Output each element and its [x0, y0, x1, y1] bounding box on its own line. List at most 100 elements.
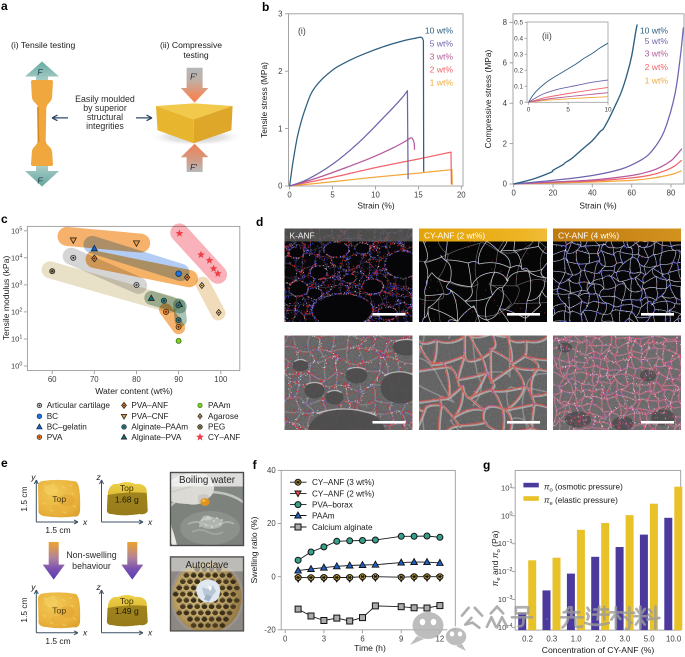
svg-text:3 wt%: 3 wt%	[645, 49, 669, 59]
svg-text:PVA–CNF: PVA–CNF	[131, 412, 168, 421]
svg-text:(ii) Compressive: (ii) Compressive	[160, 40, 222, 50]
svg-text:Alginate–PAAm: Alginate–PAAm	[131, 423, 188, 432]
svg-text:12: 12	[436, 634, 445, 643]
svg-text:PAAm: PAAm	[208, 401, 231, 410]
svg-text:80: 80	[132, 375, 141, 384]
svg-text:Concentration of CY-ANF (%): Concentration of CY-ANF (%)	[542, 645, 655, 655]
svg-text:Water content (wt%): Water content (wt%)	[95, 386, 173, 396]
svg-text:6: 6	[503, 59, 507, 68]
svg-text:0.4: 0.4	[514, 36, 523, 43]
svg-text:0: 0	[287, 191, 292, 200]
svg-text:5: 5	[330, 191, 335, 200]
svg-text:0: 0	[527, 106, 531, 113]
svg-text:5 wt%: 5 wt%	[430, 39, 454, 49]
svg-text:0: 0	[503, 180, 508, 189]
svg-text:1: 1	[278, 124, 282, 133]
svg-text:102: 102	[11, 307, 22, 316]
svg-text:15: 15	[414, 191, 423, 200]
svg-text:Articular cartilage: Articular cartilage	[47, 401, 111, 410]
svg-text:1.5 cm: 1.5 cm	[45, 525, 70, 535]
svg-text:60: 60	[48, 375, 57, 384]
svg-text:behaviour: behaviour	[72, 561, 111, 571]
svg-text:0.3: 0.3	[514, 52, 523, 59]
svg-text:1.5 cm: 1.5 cm	[19, 597, 29, 622]
svg-text:1 wt%: 1 wt%	[645, 76, 669, 86]
svg-text:100: 100	[501, 511, 512, 520]
svg-text:z: z	[96, 582, 102, 592]
svg-text:x: x	[82, 628, 88, 638]
svg-text:3.0: 3.0	[619, 635, 631, 644]
svg-text:1.68 g: 1.68 g	[115, 495, 139, 505]
svg-text:z: z	[96, 472, 102, 482]
svg-text:101: 101	[501, 483, 512, 492]
svg-text:Tensile modulus (kPa): Tensile modulus (kPa)	[1, 256, 11, 341]
svg-text:BC–gelatin: BC–gelatin	[47, 423, 88, 432]
svg-text:f: f	[253, 458, 258, 472]
svg-text:integrities: integrities	[86, 121, 124, 131]
svg-text:Tensile stress (MPa): Tensile stress (MPa)	[259, 62, 269, 138]
svg-text:CY-ANF (4 wt%): CY-ANF (4 wt%)	[558, 230, 619, 240]
svg-text:Non-swelling: Non-swelling	[66, 550, 116, 560]
svg-text:Calcium alginate: Calcium alginate	[312, 523, 373, 532]
svg-text:1.5 cm: 1.5 cm	[19, 486, 29, 511]
svg-text:Top: Top	[52, 605, 66, 615]
svg-text:Alginate–PVA: Alginate–PVA	[131, 433, 181, 442]
svg-text:8: 8	[503, 18, 507, 27]
svg-text:y: y	[30, 582, 36, 592]
svg-text:Easily moulded: Easily moulded	[75, 94, 135, 104]
svg-text:1.5 cm: 1.5 cm	[45, 636, 70, 646]
svg-text:4: 4	[503, 99, 508, 108]
svg-text:Strain (%): Strain (%)	[357, 201, 394, 211]
svg-text:PAAm: PAAm	[312, 511, 335, 520]
svg-text:Time (h): Time (h)	[354, 643, 386, 653]
svg-text:10−2: 10−2	[498, 567, 513, 576]
svg-text:0: 0	[512, 189, 517, 198]
svg-text:PVA–ANF: PVA–ANF	[131, 401, 168, 410]
svg-text:10 wt%: 10 wt%	[640, 25, 669, 35]
svg-text:Top: Top	[120, 483, 134, 493]
svg-text:CY-ANF (2 wt%): CY-ANF (2 wt%)	[424, 230, 485, 240]
svg-text:y: y	[30, 472, 36, 482]
svg-text:0: 0	[283, 634, 288, 643]
svg-text:3: 3	[322, 634, 326, 643]
svg-text:20: 20	[267, 519, 276, 528]
svg-text:100: 100	[214, 375, 228, 384]
svg-text:105: 105	[11, 226, 22, 235]
svg-text:πe and πo (Pa): πe and πo (Pa)	[490, 530, 502, 586]
svg-text:1 wt%: 1 wt%	[430, 78, 454, 88]
svg-text:c: c	[1, 212, 8, 226]
svg-text:d: d	[256, 215, 263, 229]
svg-text:CY–ANF: CY–ANF	[208, 433, 240, 442]
svg-text:F: F	[37, 176, 43, 186]
svg-text:testing: testing	[183, 50, 209, 60]
svg-text:K-ANF: K-ANF	[290, 230, 315, 240]
svg-text:(ii): (ii)	[542, 31, 552, 41]
svg-text:0: 0	[278, 182, 283, 191]
svg-text:0: 0	[271, 572, 276, 581]
svg-text:103: 103	[11, 280, 22, 289]
svg-text:1.0: 1.0	[571, 635, 583, 644]
svg-text:Top: Top	[120, 596, 134, 606]
svg-text:Swelling ratio (%): Swelling ratio (%)	[250, 516, 259, 583]
svg-text:70: 70	[90, 375, 99, 384]
svg-text:6: 6	[360, 634, 364, 643]
svg-text:10 wt%: 10 wt%	[425, 26, 454, 36]
svg-text:40: 40	[588, 189, 597, 198]
svg-text:5: 5	[566, 106, 570, 113]
svg-text:x: x	[147, 517, 153, 527]
svg-text:PEG: PEG	[208, 423, 225, 432]
svg-text:104: 104	[11, 253, 22, 262]
svg-text:5 wt%: 5 wt%	[645, 36, 669, 46]
svg-text:80: 80	[667, 189, 676, 198]
svg-text:3: 3	[278, 10, 282, 19]
svg-text:20: 20	[549, 189, 558, 198]
svg-text:a: a	[1, 0, 8, 13]
svg-text:10: 10	[371, 191, 380, 200]
svg-text:πe (elastic pressure): πe (elastic pressure)	[544, 496, 618, 507]
svg-text:2 wt%: 2 wt%	[645, 62, 669, 72]
svg-text:g: g	[483, 458, 490, 472]
svg-text:10−3: 10−3	[498, 595, 513, 604]
svg-text:πo (osmotic pressure): πo (osmotic pressure)	[544, 482, 623, 493]
svg-text:10−4: 10−4	[498, 623, 513, 632]
svg-text:90: 90	[174, 375, 183, 384]
